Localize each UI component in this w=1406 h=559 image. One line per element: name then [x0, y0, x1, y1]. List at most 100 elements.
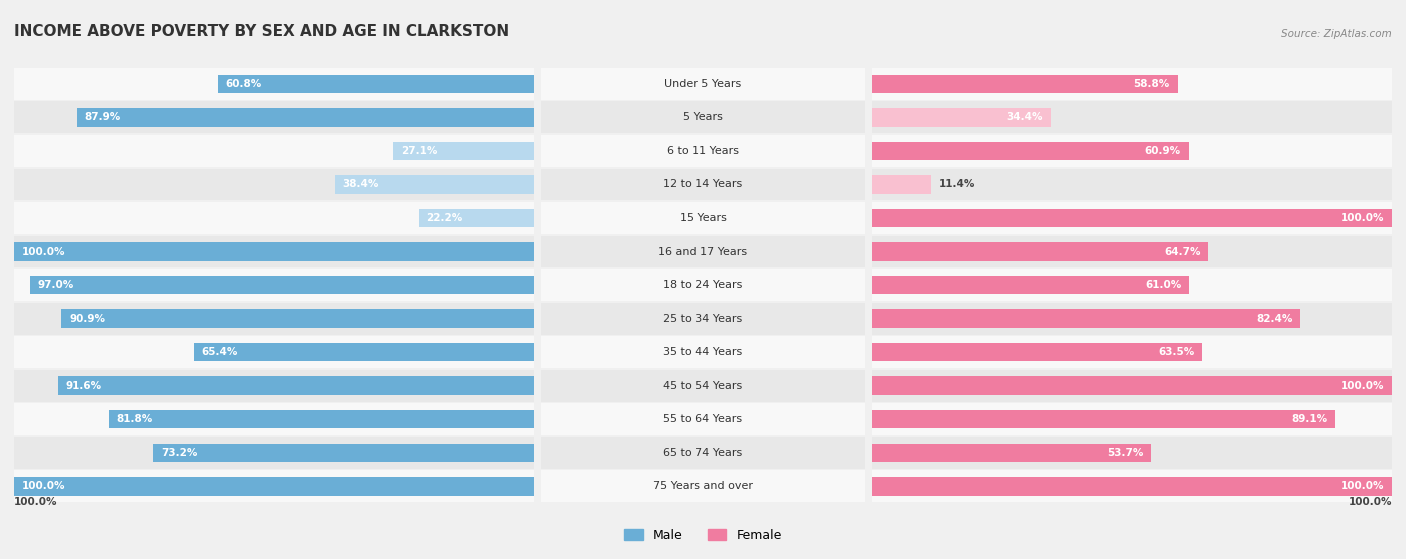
Bar — [153, 444, 534, 462]
Bar — [872, 176, 931, 194]
Bar — [14, 243, 534, 260]
Text: 100.0%: 100.0% — [1348, 498, 1392, 508]
Bar — [30, 276, 534, 295]
Legend: Male, Female: Male, Female — [619, 524, 787, 547]
Text: 75 Years and over: 75 Years and over — [652, 481, 754, 491]
Text: INCOME ABOVE POVERTY BY SEX AND AGE IN CLARKSTON: INCOME ABOVE POVERTY BY SEX AND AGE IN C… — [14, 24, 509, 39]
Bar — [62, 310, 534, 328]
Text: 100.0%: 100.0% — [1341, 213, 1384, 223]
Bar — [0, 236, 1406, 267]
Bar — [0, 404, 534, 435]
Bar — [352, 336, 1392, 368]
Bar — [14, 477, 534, 495]
Text: 38.4%: 38.4% — [342, 179, 378, 190]
Text: 22.2%: 22.2% — [426, 213, 463, 223]
Bar — [352, 202, 1392, 234]
Bar — [0, 101, 534, 133]
Text: 60.8%: 60.8% — [226, 79, 262, 89]
Bar — [352, 404, 1392, 435]
Text: 100.0%: 100.0% — [22, 481, 65, 491]
Text: 25 to 34 Years: 25 to 34 Years — [664, 314, 742, 324]
Bar — [0, 169, 1406, 201]
Bar — [352, 236, 1392, 267]
Text: 100.0%: 100.0% — [1341, 481, 1384, 491]
Text: 12 to 14 Years: 12 to 14 Years — [664, 179, 742, 190]
Bar — [0, 101, 1406, 133]
Bar — [0, 269, 534, 301]
Bar — [352, 135, 1392, 167]
Text: 15 Years: 15 Years — [679, 213, 727, 223]
Text: 63.5%: 63.5% — [1159, 347, 1194, 357]
Bar — [0, 437, 534, 468]
Bar — [872, 276, 1189, 295]
Text: 16 and 17 Years: 16 and 17 Years — [658, 247, 748, 257]
Bar — [394, 142, 534, 160]
Text: 81.8%: 81.8% — [117, 414, 153, 424]
Bar — [872, 310, 1301, 328]
Text: 55 to 64 Years: 55 to 64 Years — [664, 414, 742, 424]
Bar — [0, 135, 1406, 167]
Bar — [0, 437, 1406, 468]
Bar — [352, 169, 1392, 201]
Bar — [0, 471, 1406, 502]
Text: 61.0%: 61.0% — [1144, 280, 1181, 290]
Bar — [0, 169, 534, 201]
Text: 82.4%: 82.4% — [1256, 314, 1292, 324]
Text: 45 to 54 Years: 45 to 54 Years — [664, 381, 742, 391]
Text: 97.0%: 97.0% — [38, 280, 73, 290]
Text: 27.1%: 27.1% — [401, 146, 437, 156]
Text: 5 Years: 5 Years — [683, 112, 723, 122]
Bar — [352, 471, 1392, 502]
Bar — [0, 370, 534, 401]
Bar — [0, 302, 534, 334]
Bar — [872, 444, 1152, 462]
Bar — [872, 243, 1208, 260]
Bar — [872, 343, 1202, 362]
Bar — [872, 209, 1392, 227]
Text: 100.0%: 100.0% — [1341, 381, 1384, 391]
Text: 18 to 24 Years: 18 to 24 Years — [664, 280, 742, 290]
Text: Source: ZipAtlas.com: Source: ZipAtlas.com — [1281, 29, 1392, 39]
Bar — [0, 236, 534, 267]
Bar — [0, 370, 1406, 401]
Bar — [872, 477, 1392, 495]
Bar — [872, 108, 1050, 126]
Bar — [0, 68, 534, 100]
Text: 58.8%: 58.8% — [1133, 79, 1170, 89]
Text: 89.1%: 89.1% — [1291, 414, 1327, 424]
Text: 90.9%: 90.9% — [69, 314, 105, 324]
Text: 100.0%: 100.0% — [14, 498, 58, 508]
Text: 87.9%: 87.9% — [84, 112, 121, 122]
Bar — [352, 68, 1392, 100]
Text: 6 to 11 Years: 6 to 11 Years — [666, 146, 740, 156]
Bar — [352, 101, 1392, 133]
Bar — [352, 437, 1392, 468]
Text: 65.4%: 65.4% — [202, 347, 238, 357]
Bar — [108, 410, 534, 428]
Bar — [419, 209, 534, 227]
Bar — [0, 135, 534, 167]
Text: 35 to 44 Years: 35 to 44 Years — [664, 347, 742, 357]
Text: 100.0%: 100.0% — [22, 247, 65, 257]
Bar — [0, 202, 534, 234]
Bar — [0, 302, 1406, 334]
Bar — [352, 302, 1392, 334]
Bar — [872, 142, 1188, 160]
Bar — [872, 410, 1336, 428]
Text: 53.7%: 53.7% — [1107, 448, 1143, 458]
Text: 73.2%: 73.2% — [162, 448, 198, 458]
Bar — [77, 108, 534, 126]
Bar — [335, 176, 534, 194]
Bar — [872, 75, 1178, 93]
Text: Under 5 Years: Under 5 Years — [665, 79, 741, 89]
Bar — [872, 377, 1392, 395]
Bar — [0, 68, 1406, 100]
Text: 11.4%: 11.4% — [939, 179, 976, 190]
Bar — [0, 336, 534, 368]
Text: 65 to 74 Years: 65 to 74 Years — [664, 448, 742, 458]
Bar — [0, 471, 534, 502]
Bar — [58, 377, 534, 395]
Bar — [0, 404, 1406, 435]
Text: 64.7%: 64.7% — [1164, 247, 1201, 257]
Bar — [0, 202, 1406, 234]
